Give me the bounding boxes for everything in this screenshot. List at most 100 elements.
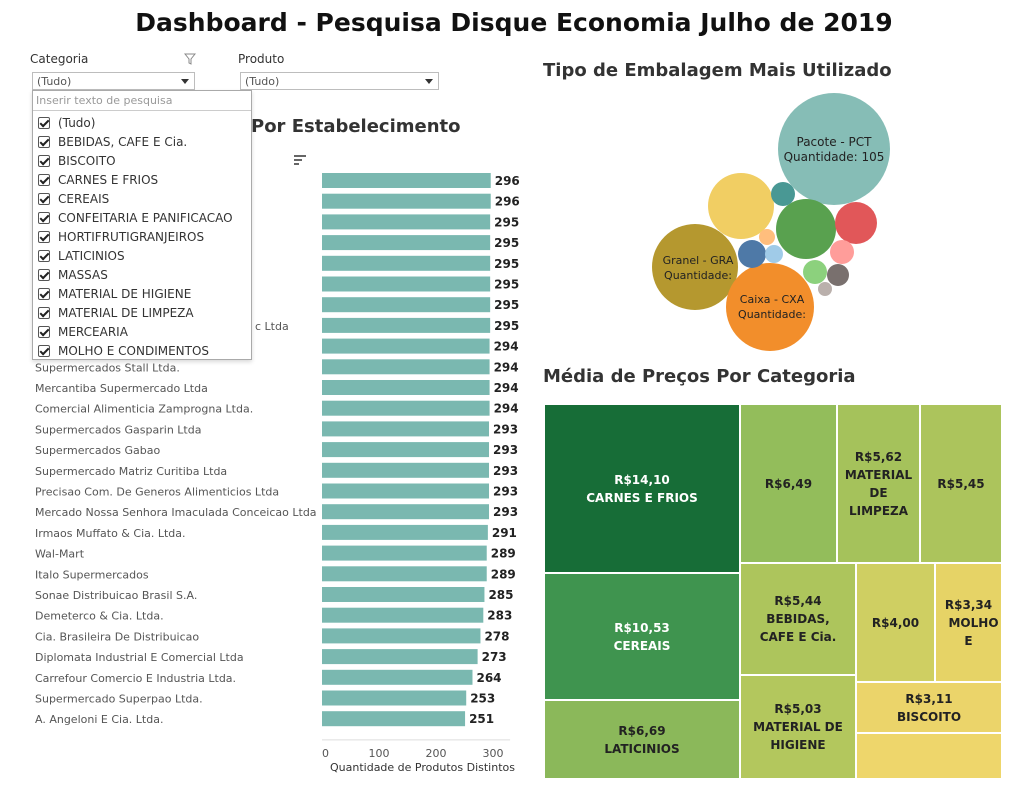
bar[interactable]: [322, 504, 490, 520]
checkbox-checked-icon[interactable]: [38, 344, 50, 357]
bar-category-label: Supermercados Gabao: [35, 444, 161, 457]
bubble-granel[interactable]: [652, 224, 738, 310]
checkbox-checked-icon[interactable]: [38, 325, 50, 338]
checkbox-checked-icon[interactable]: [38, 230, 50, 243]
bubble-light-green[interactable]: [803, 260, 827, 284]
treemap-cell-545[interactable]: R$5,45: [920, 404, 1002, 563]
checkbox-checked-icon[interactable]: [38, 173, 50, 186]
treemap-cell-laticinios[interactable]: R$6,69 LATICINIOS: [544, 700, 740, 779]
bar[interactable]: [322, 669, 473, 685]
bubble-pink[interactable]: [830, 240, 854, 264]
checkbox-checked-icon[interactable]: [38, 306, 50, 319]
bar-value-label: 295: [494, 236, 519, 250]
treemap-cell-bebidas[interactable]: R$5,44 BEBIDAS, CAFE E Cia.: [740, 563, 856, 675]
checkbox-checked-icon[interactable]: [38, 268, 50, 281]
checkbox-checked-icon[interactable]: [38, 116, 50, 129]
categoria-option-label: HORTIFRUTIGRANJEIROS: [58, 229, 205, 244]
bar[interactable]: [322, 587, 485, 602]
categoria-option[interactable]: BEBIDAS, CAFE E Cia.: [38, 132, 187, 151]
bubble-red[interactable]: [835, 202, 877, 244]
treemap-cell-label: BISCOITO: [896, 709, 962, 724]
bar-value-label: 296: [495, 174, 520, 188]
categoria-option[interactable]: LATICINIOS: [38, 246, 125, 265]
bar-category-label-partial: c Ltda: [255, 320, 289, 333]
bar[interactable]: [322, 711, 466, 727]
bar[interactable]: [322, 297, 491, 313]
bar[interactable]: [322, 690, 467, 706]
produto-select[interactable]: (Tudo): [240, 72, 439, 90]
treemap-cell-unlabeled[interactable]: [856, 733, 1002, 779]
categoria-option[interactable]: CEREAIS: [38, 189, 109, 208]
treemap-cell-biscoito[interactable]: R$3,11 BISCOITO: [856, 682, 1002, 733]
bubble-light-blue[interactable]: [765, 245, 783, 263]
bar[interactable]: [322, 359, 490, 375]
bar[interactable]: [322, 607, 484, 623]
bar[interactable]: [322, 255, 491, 271]
bubble-caixa[interactable]: [726, 263, 814, 351]
sort-icon[interactable]: [294, 155, 306, 165]
categoria-search-input[interactable]: Inserir texto de pesquisa: [33, 91, 251, 111]
bar[interactable]: [322, 317, 491, 333]
categoria-option[interactable]: BISCOITO: [38, 151, 116, 170]
bubble-blue[interactable]: [738, 240, 766, 268]
bar[interactable]: [322, 193, 491, 209]
categoria-select[interactable]: (Tudo): [32, 72, 195, 90]
checkbox-checked-icon[interactable]: [38, 287, 50, 300]
categoria-option[interactable]: CARNES E FRIOS: [38, 170, 158, 189]
bar[interactable]: [322, 400, 490, 416]
treemap-cell-649[interactable]: R$6,49: [740, 404, 837, 563]
categoria-option[interactable]: CONFEITARIA E PANIFICACAO: [38, 208, 233, 227]
treemap-cell-label: LATICINIOS: [604, 741, 680, 756]
bar[interactable]: [322, 338, 490, 354]
bar[interactable]: [322, 462, 490, 478]
x-axis-tick-label: 0: [322, 747, 329, 760]
checkbox-checked-icon[interactable]: [38, 192, 50, 205]
bar[interactable]: [322, 545, 487, 561]
bar[interactable]: [322, 483, 490, 499]
checkbox-checked-icon[interactable]: [38, 135, 50, 148]
categoria-option[interactable]: HORTIFRUTIGRANJEIROS: [38, 227, 204, 246]
bar[interactable]: [322, 524, 488, 540]
checkbox-checked-icon[interactable]: [38, 249, 50, 262]
treemap-cell-limpeza[interactable]: R$5,62 MATERIAL DE LIMPEZA: [837, 404, 920, 563]
bar[interactable]: [322, 442, 490, 458]
bubble-yellow[interactable]: [708, 173, 774, 239]
treemap-cell-label: MATERIAL DE HIGIENE: [753, 720, 843, 752]
bar-value-label: 295: [494, 215, 519, 229]
categoria-option[interactable]: MATERIAL DE HIGIENE: [38, 284, 191, 303]
categoria-option[interactable]: MERCEARIA: [38, 322, 128, 341]
categoria-option-label: LATICINIOS: [58, 248, 125, 263]
bar[interactable]: [322, 235, 491, 251]
categoria-option[interactable]: (Tudo): [38, 113, 95, 132]
bar[interactable]: [322, 276, 491, 292]
bubble-light-gray[interactable]: [818, 282, 832, 296]
bar-value-label: 293: [493, 505, 518, 519]
treemap-cell-molho[interactable]: R$3,34 MOLHO E: [935, 563, 1002, 682]
bubble-teal[interactable]: [771, 182, 795, 206]
treemap-cell-carnes[interactable]: R$14,10 CARNES E FRIOS: [544, 404, 740, 573]
categoria-option[interactable]: MOLHO E CONDIMENTOS: [38, 341, 209, 360]
bar[interactable]: [322, 566, 487, 582]
treemap-cell-400[interactable]: R$4,00: [856, 563, 935, 682]
bar[interactable]: [322, 421, 490, 437]
bar-value-label: 291: [492, 526, 517, 540]
bubble-pacote[interactable]: [778, 93, 890, 205]
categoria-option[interactable]: MASSAS: [38, 265, 108, 284]
filter-funnel-icon[interactable]: [184, 53, 196, 65]
bar[interactable]: [322, 628, 481, 644]
checkbox-checked-icon[interactable]: [38, 154, 50, 167]
bar[interactable]: [322, 380, 490, 395]
treemap-cell-higiene[interactable]: R$5,03 MATERIAL DE HIGIENE: [740, 675, 856, 779]
categoria-dropdown-list[interactable]: Inserir texto de pesquisa (Tudo) BEBIDAS,…: [32, 90, 252, 360]
checkbox-checked-icon[interactable]: [38, 211, 50, 224]
bubble-chart-title: Tipo de Embalagem Mais Utilizado: [543, 60, 892, 81]
bar[interactable]: [322, 649, 478, 665]
bar[interactable]: [322, 214, 491, 230]
bubble-green[interactable]: [776, 199, 836, 259]
bubble-light-orange[interactable]: [759, 229, 775, 245]
treemap-cell-cereais[interactable]: R$10,53 CEREAIS: [544, 573, 740, 700]
bar-category-label: A. Angeloni E Cia. Ltda.: [35, 713, 163, 726]
bubble-gray[interactable]: [827, 264, 849, 286]
categoria-option[interactable]: MATERIAL DE LIMPEZA: [38, 303, 194, 322]
bar[interactable]: [322, 173, 491, 188]
